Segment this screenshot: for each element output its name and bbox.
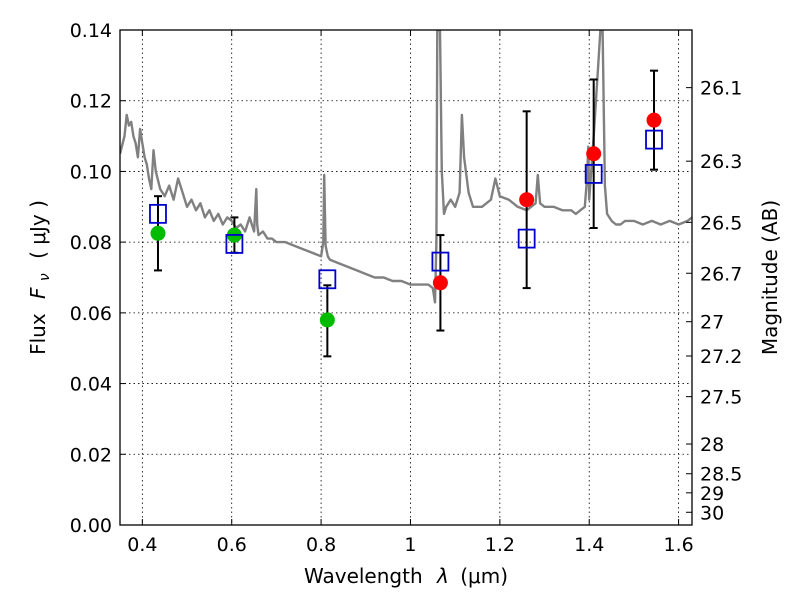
model-square-marker <box>149 203 167 224</box>
model-square-marker <box>318 269 337 290</box>
y-tick-label: 0.12 <box>70 91 112 113</box>
y2-axis-title: Magnitude (AB) <box>758 200 782 355</box>
y-tick-label: 0.04 <box>70 374 112 396</box>
data-point <box>319 312 335 328</box>
y2-tick-label: 27.2 <box>700 346 742 368</box>
x-tick-label: 1.2 <box>485 534 515 556</box>
x-tick-label: 1.4 <box>574 534 604 556</box>
axis-ticks: 0.4 0.6 0.8 1 1.2 1.4 1.6 0.00 0.02 0.04 0.06 0.08 0… <box>70 20 743 556</box>
y-tick-label: 0.08 <box>70 232 112 254</box>
x-tick-label: 0.6 <box>217 534 247 556</box>
data-point <box>150 225 166 241</box>
x-axis-title-text: Wavelength <box>304 564 423 588</box>
y-axis-title-text: Flux <box>26 313 50 355</box>
model-square-marker <box>584 164 603 184</box>
y-tick-label: 0.02 <box>70 444 112 466</box>
model-square-marker <box>431 251 450 272</box>
y-axis-title-unit: ( μJy ) <box>26 200 50 259</box>
data-point <box>586 146 602 162</box>
y-tick-label: 0.14 <box>70 20 112 42</box>
data-point <box>646 112 662 128</box>
y-axis-title: Flux F ν ( μJy ) <box>26 200 54 355</box>
y-axis-title-subscript: ν <box>37 273 53 281</box>
data-point <box>519 192 535 208</box>
model-square-marker <box>225 234 244 254</box>
y-tick-label: 0.10 <box>70 161 112 183</box>
y2-tick-label: 26.7 <box>700 263 742 285</box>
y-axis-title-symbol: F <box>26 287 50 299</box>
y-tick-label: 0.00 <box>70 515 112 537</box>
y2-tick-label: 29 <box>700 483 724 505</box>
x-tick-label: 1.6 <box>663 534 693 556</box>
x-tick-label: 0.4 <box>127 534 157 556</box>
y2-tick-label: 26.1 <box>700 78 742 100</box>
x-axis-title: Wavelength λ (μm) <box>304 564 508 588</box>
y-tick-label: 0.06 <box>70 303 112 325</box>
x-axis-title-unit: (μm) <box>460 564 508 588</box>
y2-tick-label: 27.5 <box>700 387 742 409</box>
data-point <box>432 275 448 291</box>
y2-tick-label: 28.5 <box>700 464 742 486</box>
x-tick-label: 1 <box>404 534 416 556</box>
y2-tick-label: 27 <box>700 312 724 334</box>
x-tick-label: 0.8 <box>306 534 336 556</box>
y2-tick-label: 26.5 <box>700 212 742 234</box>
y2-tick-label: 28 <box>700 434 724 456</box>
y2-tick-label: 26.3 <box>700 151 742 173</box>
data-points-group <box>149 69 663 358</box>
plot-frame <box>119 29 693 526</box>
x-axis-title-symbol: λ <box>436 564 449 588</box>
model-square-marker <box>645 129 663 150</box>
y2-tick-label: 30 <box>700 502 724 524</box>
model-square-marker <box>517 228 536 249</box>
